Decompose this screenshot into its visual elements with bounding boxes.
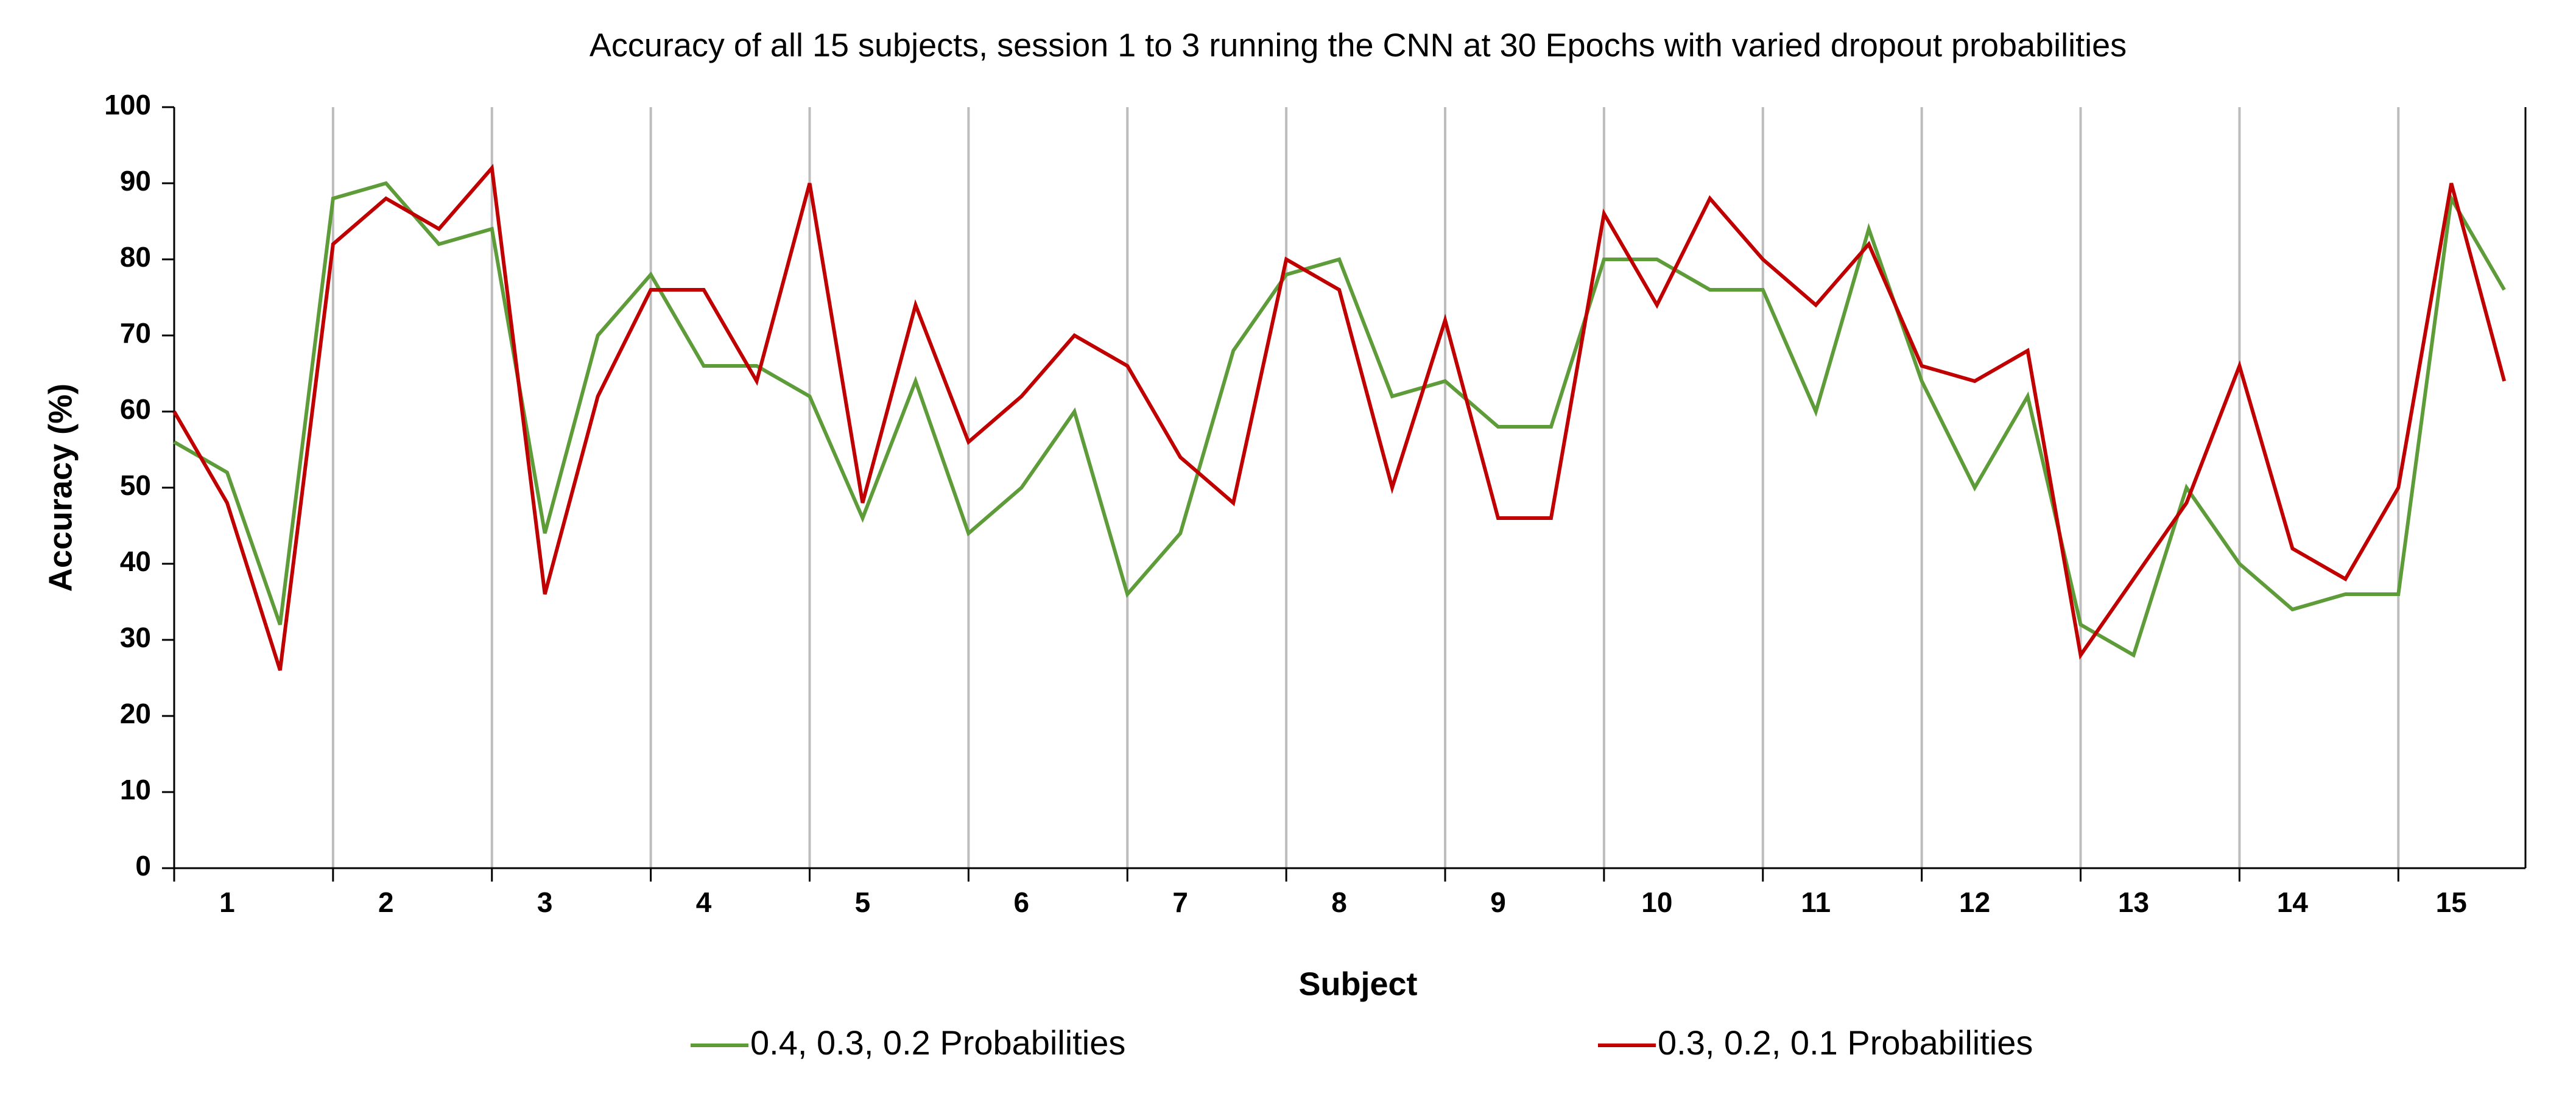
x-tick-label: 3: [537, 886, 553, 918]
y-tick-label: 20: [120, 698, 151, 729]
x-tick-label: 14: [2277, 886, 2309, 918]
x-tick-label: 13: [2118, 886, 2149, 918]
x-tick-label: 2: [378, 886, 394, 918]
x-tick-label: 4: [696, 886, 712, 918]
y-tick-label: 80: [120, 241, 151, 273]
series-line: [173, 181, 2506, 658]
y-tick-label: 10: [120, 774, 151, 805]
y-tick-label: 40: [120, 545, 151, 577]
x-tick-label: 9: [1490, 886, 1506, 918]
x-tick-label: 8: [1331, 886, 1347, 918]
x-tick-label: 5: [855, 886, 871, 918]
series-line: [172, 163, 2507, 671]
x-axis-label: Subject: [1298, 966, 1417, 1002]
y-tick-label: 90: [120, 165, 151, 197]
x-tick-label: 11: [1801, 886, 1831, 918]
x-tick-label: 10: [1641, 886, 1672, 918]
x-tick-label: 15: [2436, 886, 2467, 918]
y-tick-label: 50: [120, 469, 151, 501]
x-tick-label: 12: [1959, 886, 1990, 918]
chart-title: Accuracy of all 15 subjects, session 1 t…: [589, 27, 2127, 63]
y-tick-label: 60: [120, 393, 151, 425]
y-axis-label: Accuracy (%): [42, 384, 79, 592]
x-tick-label: 7: [1172, 886, 1188, 918]
y-tick-label: 30: [120, 622, 151, 653]
legend-label: 0.4, 0.3, 0.2 Probabilities: [750, 1023, 1125, 1062]
legend-label: 0.3, 0.2, 0.1 Probabilities: [1658, 1023, 2033, 1062]
x-tick-label: 1: [219, 886, 235, 918]
y-tick-label: 70: [120, 317, 151, 349]
y-tick-label: 100: [104, 89, 151, 121]
y-tick-label: 0: [135, 850, 151, 882]
x-tick-label: 6: [1014, 886, 1030, 918]
